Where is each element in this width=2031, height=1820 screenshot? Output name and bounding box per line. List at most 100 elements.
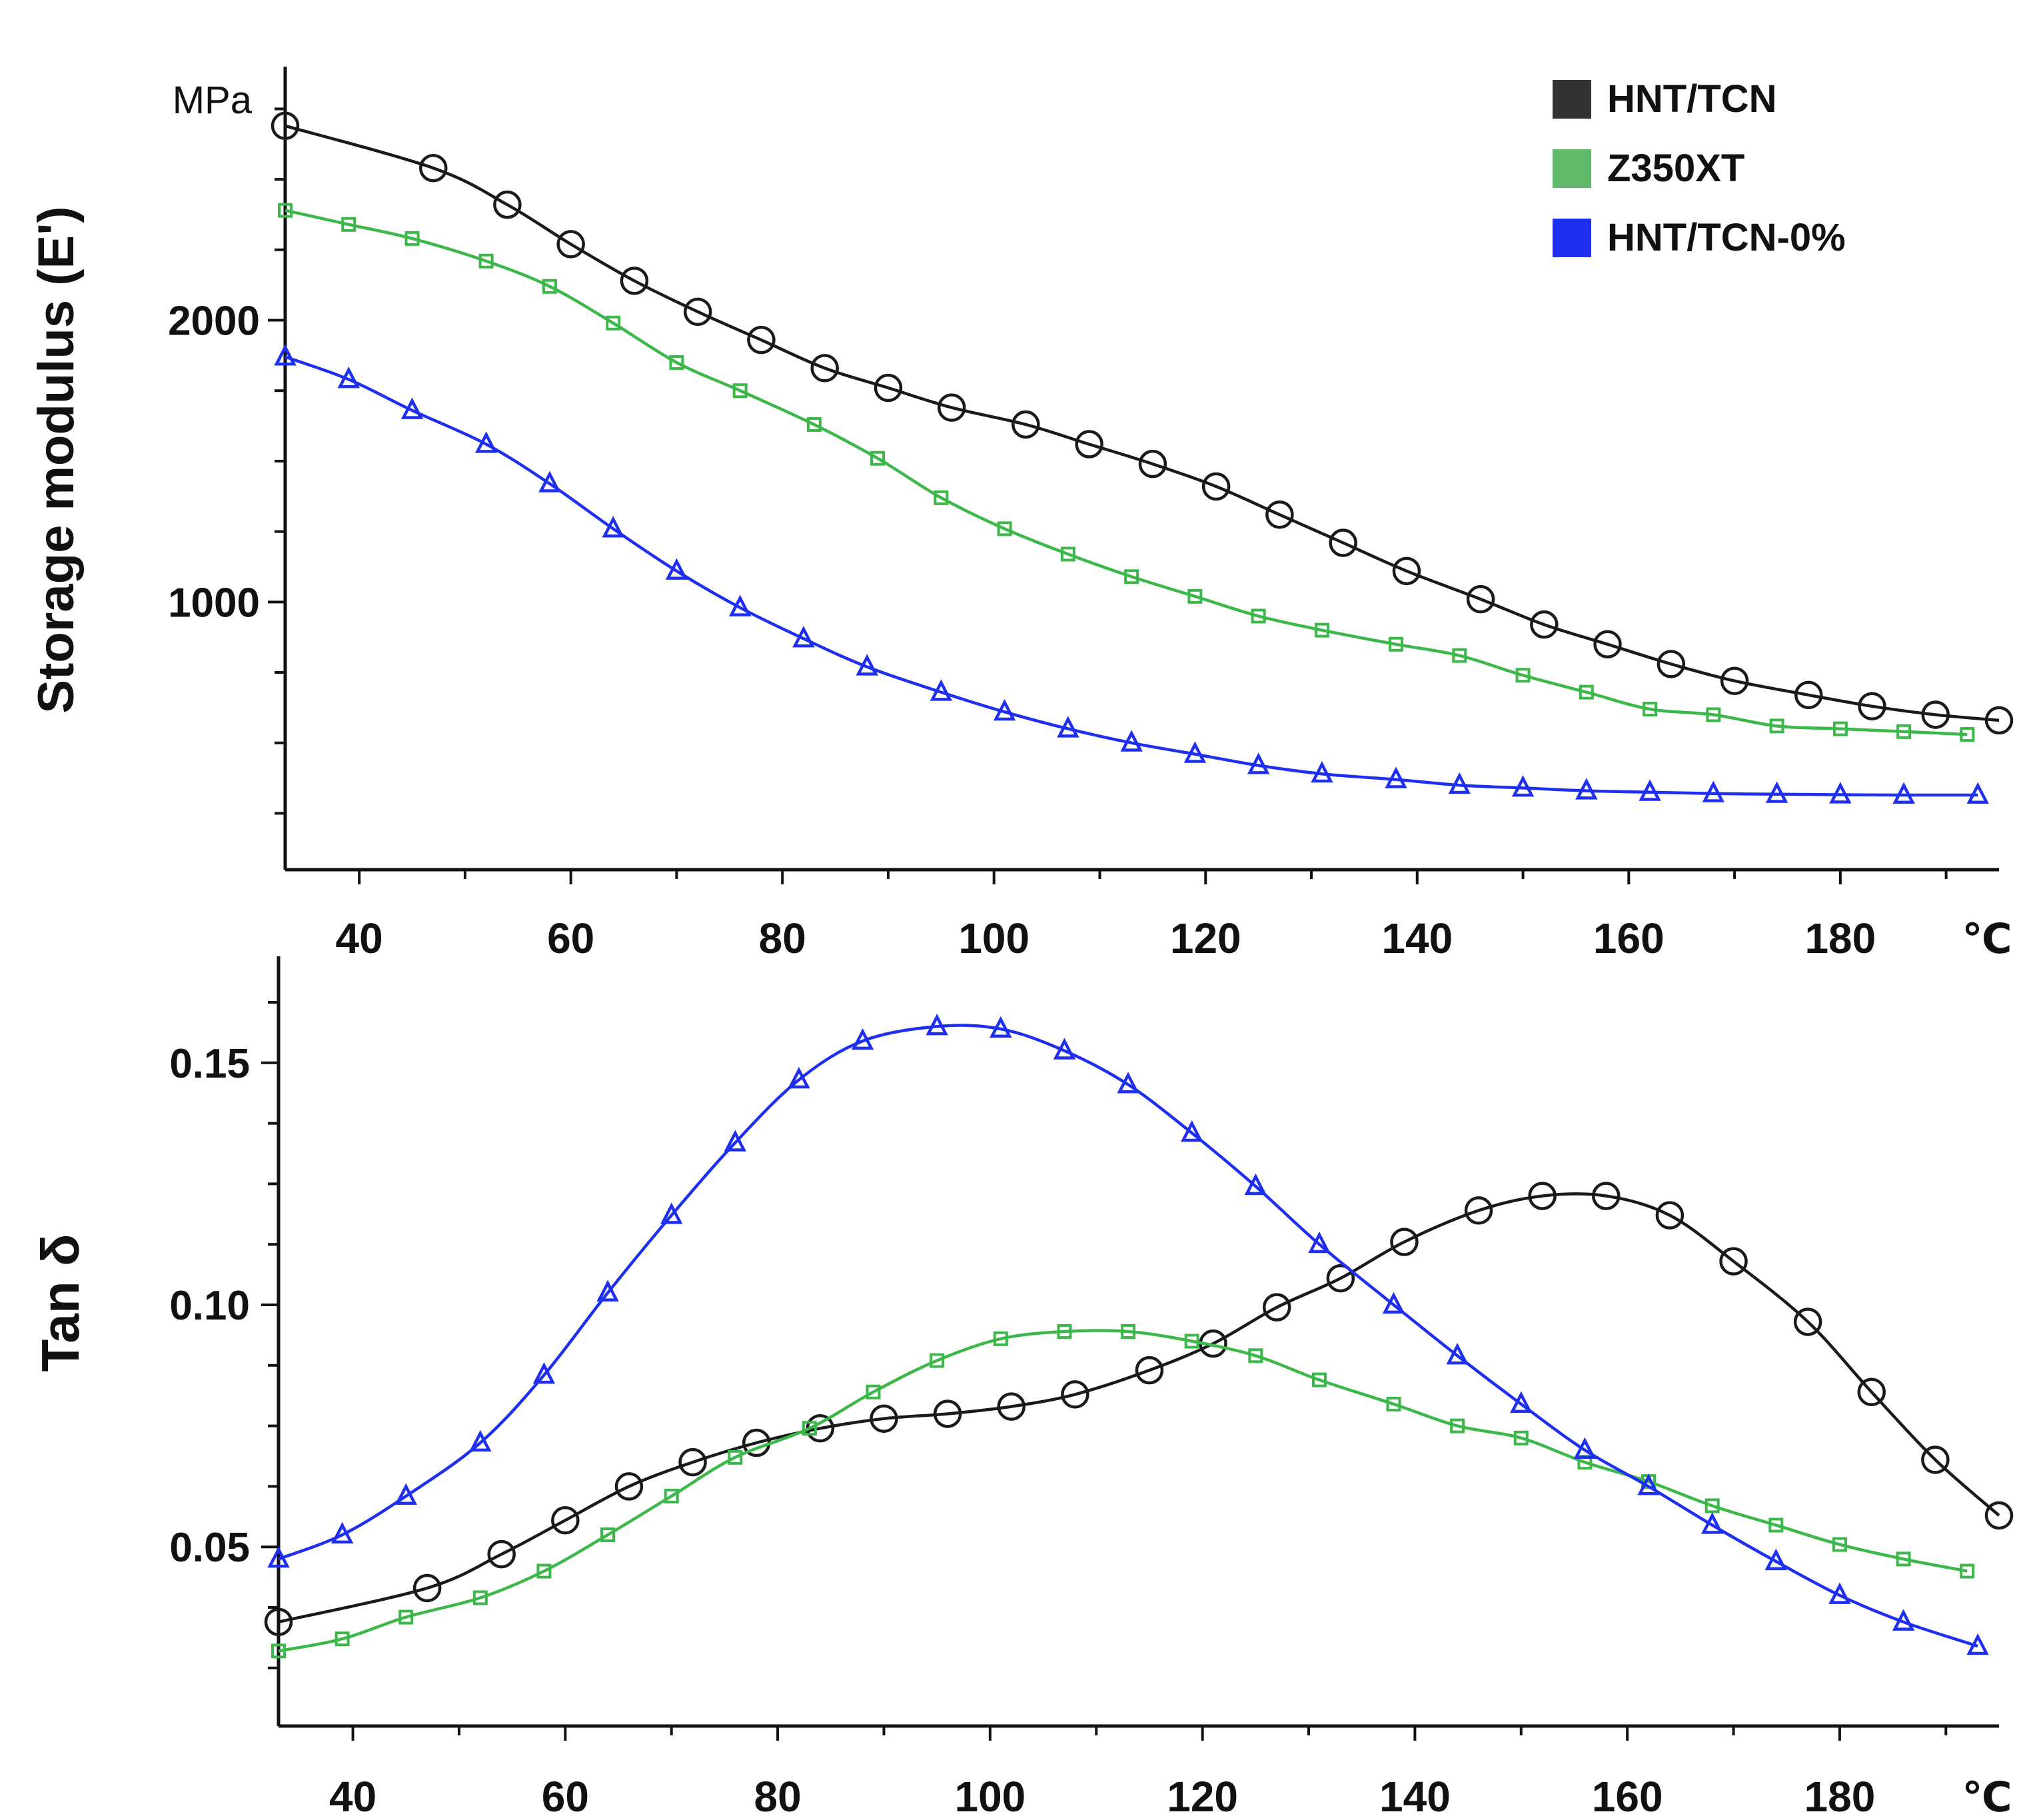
storage-modulus-x-tick-label: 120: [1170, 914, 1241, 962]
storage-modulus-data-point-triangle: [930, 679, 953, 701]
tan-delta-data-point-circle: [412, 1573, 442, 1603]
storage-modulus-series-line: [285, 355, 1978, 797]
tan-delta-data-point-circle: [487, 1539, 516, 1569]
tan-delta-data-point-circle: [1061, 1380, 1089, 1409]
tan-delta-panel: Tan δ 40 60 80 100 120 140 160 180 ℃ 0.05 0.10 0.15: [31, 956, 2014, 1820]
tan-delta-data-point-circle: [1390, 1228, 1419, 1256]
storage-modulus-data-point-square: [732, 383, 748, 399]
storage-modulus-data-point-triangle: [474, 431, 498, 453]
storage-modulus-data-point-circle: [810, 354, 839, 383]
tan-delta-data-point-triangle: [1382, 1292, 1405, 1314]
storage-modulus-data-point-triangle: [274, 344, 297, 366]
storage-modulus-x-tick-label: 60: [547, 914, 594, 962]
storage-modulus-x-tick-label: 80: [759, 914, 806, 962]
storage-modulus-data-point-triangle: [1639, 779, 1661, 801]
tan-delta-x-tick-label: 40: [329, 1773, 376, 1820]
y-axis-unit-label: MPa: [173, 79, 253, 122]
storage-modulus-data-point-triangle: [856, 654, 878, 676]
storage-modulus-data-point-triangle: [993, 698, 1016, 721]
storage-modulus-data-point-triangle: [728, 594, 752, 616]
storage-modulus-x-tick-label: 140: [1381, 914, 1453, 962]
tan-delta-data-point-square: [1513, 1430, 1529, 1445]
tan-delta-data-point-circle: [1135, 1356, 1164, 1385]
tan-delta-data-point-circle: [264, 1607, 293, 1637]
tan-delta-data-point-square: [802, 1421, 817, 1436]
storage-modulus-data-point-circle: [747, 325, 776, 355]
storage-modulus-data-point-circle: [493, 190, 522, 219]
storage-modulus-data-point-circle: [937, 393, 966, 422]
tan-delta-y-tick-label: 0.10: [169, 1283, 250, 1329]
storage-modulus-data-point-triangle: [1057, 716, 1079, 738]
storage-modulus-data-point-square: [341, 217, 356, 232]
storage-modulus-data-point-triangle: [538, 470, 561, 492]
storage-modulus-series-line: [285, 124, 2000, 722]
tan-delta-data-point-square: [1184, 1334, 1199, 1349]
storage-modulus-data-point-circle: [1012, 410, 1040, 439]
storage-modulus-data-point-square: [606, 315, 621, 331]
storage-modulus-data-point-circle: [1392, 556, 1421, 586]
storage-modulus-data-point-square: [1643, 702, 1658, 716]
storage-modulus-data-point-circle: [1921, 700, 1950, 729]
tan-delta-x-tick-label: 60: [542, 1773, 589, 1820]
tan-delta-data-point-circle: [1592, 1182, 1621, 1210]
tan-delta-data-point-square: [1386, 1396, 1401, 1411]
storage-modulus-data-point-triangle: [1702, 780, 1725, 802]
tan-delta-data-point-triangle: [660, 1202, 683, 1224]
tan-delta-data-point-circle: [1528, 1182, 1557, 1210]
storage-modulus-data-point-square: [1251, 608, 1266, 624]
storage-modulus-data-point-circle: [1265, 500, 1294, 529]
tan-delta-series-line: [278, 1024, 1978, 1648]
tan-delta-data-point-circle: [1464, 1196, 1493, 1225]
tan-delta-data-point-circle: [1719, 1247, 1748, 1276]
storage-modulus-series-line: [285, 209, 1968, 736]
tan-delta-data-point-circle: [1857, 1377, 1886, 1407]
tan-delta-data-point-triangle: [990, 1016, 1012, 1038]
tan-delta-data-point-square: [1768, 1517, 1784, 1533]
storage-modulus-series-hnt-tcn: [271, 111, 2014, 735]
storage-modulus-data-point-circle: [271, 111, 300, 141]
tan-delta-data-point-square: [1057, 1324, 1072, 1339]
storage-modulus-data-point-circle: [556, 230, 585, 259]
tan-delta-data-point-triangle: [1446, 1342, 1469, 1365]
storage-modulus-data-point-circle: [1794, 680, 1823, 710]
storage-modulus-data-point-square: [806, 417, 822, 432]
storage-modulus-data-point-triangle: [1448, 772, 1471, 794]
tan-delta-data-point-triangle: [532, 1362, 556, 1384]
tan-delta-data-point-triangle: [469, 1429, 492, 1452]
legend-label: HNT/TCN-0%: [1607, 216, 1846, 259]
tan-delta-data-point-square: [1450, 1418, 1465, 1433]
tan-delta-data-point-triangle: [1828, 1582, 1851, 1604]
storage-modulus-data-point-triangle: [1511, 775, 1535, 797]
tan-delta-data-point-square: [993, 1331, 1008, 1346]
storage-modulus-x-tick-label: 180: [1804, 914, 1876, 962]
tan-delta-data-point-triangle: [1308, 1231, 1331, 1254]
tan-delta-data-point-triangle: [1117, 1072, 1139, 1094]
storage-modulus-data-point-square: [669, 355, 684, 370]
storage-modulus-data-point-triangle: [1183, 741, 1207, 763]
storage-modulus-data-point-circle: [1530, 610, 1559, 639]
tan-delta-y-tick-label: 0.05: [169, 1525, 250, 1571]
storage-modulus-data-point-triangle: [1966, 782, 1989, 804]
tan-delta-x-tick-label: 80: [754, 1773, 802, 1820]
tan-delta-series-z350xt: [271, 1324, 1975, 1659]
tan-delta-series-hnt-tcn-0-: [267, 1014, 1989, 1655]
storage-modulus-panel: Storage modulus (E') MPa 40 60 80 100 120 140…: [28, 67, 2014, 963]
tan-delta-data-point-triangle: [1573, 1437, 1597, 1459]
storage-modulus-data-point-square: [934, 490, 949, 505]
tan-delta-data-point-circle: [870, 1404, 898, 1433]
tan-delta-data-point-square: [398, 1609, 414, 1625]
storage-modulus-data-point-square: [1389, 636, 1404, 652]
storage-modulus-data-point-square: [1452, 648, 1467, 663]
storage-modulus-y-tick-label: 2000: [168, 299, 260, 345]
tan-delta-data-point-triangle: [394, 1483, 417, 1505]
storage-modulus-data-point-square: [870, 451, 886, 466]
storage-modulus-data-point-square: [1706, 707, 1721, 722]
storage-modulus-x-tick-label: 160: [1593, 914, 1665, 962]
storage-modulus-data-point-square: [1314, 622, 1329, 638]
tan-delta-x-tick-label: 140: [1379, 1773, 1451, 1820]
y-axis-label-tan-delta: Tan δ: [31, 1234, 90, 1371]
tan-delta-data-point-triangle: [1892, 1609, 1915, 1631]
tan-delta-data-point-circle: [1655, 1201, 1685, 1230]
tan-delta-data-point-triangle: [788, 1066, 810, 1089]
